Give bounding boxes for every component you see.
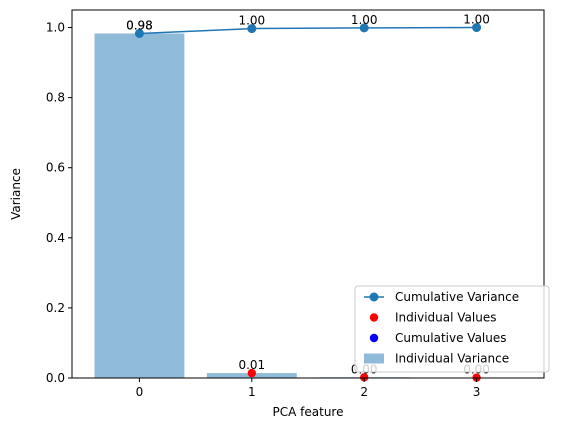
points-layer	[134, 23, 482, 382]
individual-label-0: 0.98	[126, 18, 153, 32]
x-tick-label-2: 2	[360, 385, 368, 399]
y-tick-label-3: 0.6	[46, 161, 65, 175]
y-tick-label-2: 0.4	[46, 231, 65, 245]
y-tick-label-1: 0.2	[46, 301, 65, 315]
x-tick-label-0: 0	[136, 385, 144, 399]
line-layer	[139, 26, 477, 35]
line-marker-1	[247, 24, 257, 34]
cumulative-label-1: 1.00	[238, 14, 265, 28]
legend-marker-individual-values	[369, 313, 379, 322]
y-axis-label: Variance	[9, 168, 23, 220]
individual-point-2	[359, 373, 369, 382]
cumulative-variance-line	[139, 26, 477, 35]
x-tick-label-1: 1	[248, 385, 256, 399]
legend-label-individual-variance: Individual Variance	[395, 352, 509, 366]
legend: Cumulative Variance Individual Values Cumu…	[354, 285, 550, 373]
x-axis-ticks: 0 1 2 3	[136, 378, 481, 399]
legend-label-cumulative-variance: Cumulative Variance	[395, 290, 519, 304]
y-tick-label-5: 1.0	[46, 21, 65, 35]
y-axis-ticks: 0.0 0.2 0.4 0.6 0.8 1.0	[46, 21, 72, 385]
y-tick-label-4: 0.8	[46, 91, 65, 105]
line-marker-3	[472, 23, 482, 33]
x-axis-label: PCA feature	[273, 405, 344, 419]
y-tick-label-0: 0.0	[46, 371, 65, 385]
individual-label-1: 0.01	[238, 358, 265, 372]
plot-frame	[71, 9, 545, 379]
cumulative-label-3: 1.00	[463, 13, 490, 27]
legend-marker-cumulative-variance	[369, 292, 379, 302]
line-marker-0	[134, 28, 144, 38]
line-marker-2	[359, 23, 369, 33]
legend-marker-cumulative-values	[369, 333, 379, 343]
bar-0	[94, 33, 185, 378]
legend-label-cumulative-values: Cumulative Values	[395, 331, 507, 345]
cumulative-label-0: 0.98	[126, 18, 153, 32]
cumulative-label-2: 1.00	[351, 13, 378, 27]
legend-swatch-individual-variance	[364, 353, 384, 364]
legend-box	[354, 285, 550, 373]
x-tick-label-3: 3	[473, 385, 481, 399]
legend-label-individual-values: Individual Values	[395, 311, 496, 325]
individual-point-1	[247, 368, 257, 378]
